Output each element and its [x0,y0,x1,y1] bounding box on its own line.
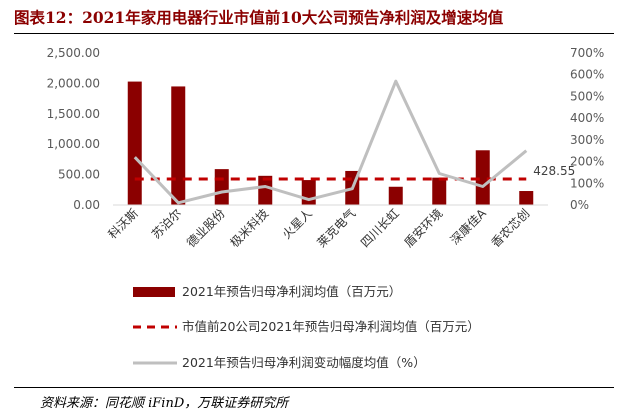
legend-label-growth: 2021年预告归母净利润变动幅度均值（%） [182,355,426,370]
legend-label-bar: 2021年预告归母净利润均值（百万元） [182,284,401,299]
x-category-label: 盾安环境 [401,206,446,251]
bar [214,169,229,205]
x-category-label: 莱克电气 [314,206,359,251]
legend-label-dashed: 市值前20公司2021年预告归母净利润均值（百万元） [182,319,480,334]
title-rule [14,33,614,34]
x-category-label: 火星人 [280,206,315,241]
source-note: 资料来源：同花顺 iFinD，万联证券研究所 [40,396,289,411]
x-category-label: 香农芯创 [489,206,533,250]
bar [127,81,142,205]
y-right-tick-label: 200% [570,155,604,169]
growth-line [133,79,528,205]
bar [475,150,490,205]
figure-title: 图表12：2021年家用电器行业市值前10大公司预告净利润及增速均值 [14,8,504,27]
y-right-tick-label: 400% [570,111,604,125]
y-right-tick-label: 0% [570,198,589,212]
bar [519,191,534,205]
bar [388,186,403,205]
x-category-label: 德业股份 [183,206,228,251]
legend-swatch-bar [133,287,175,297]
source-rule [14,387,614,388]
y-right-tick-label: 500% [570,89,604,103]
x-category-label: 深康佳A [447,205,489,247]
y-left-tick-label: 1,500.00 [47,107,100,121]
x-category-label: 四川长虹 [358,206,402,250]
average-data-label: 428.55 [533,164,575,178]
bar [432,177,447,205]
y-left-tick-label: 2,500.00 [47,46,100,60]
y-left-tick-label: 2,000.00 [47,76,100,90]
x-category-label: 极米科技 [228,206,272,250]
y-right-tick-label: 700% [570,46,604,60]
y-right-tick-label: 300% [570,133,604,147]
x-category-label: 科沃斯 [106,206,141,241]
bar [171,86,186,205]
y-right-tick-label: 600% [570,68,604,82]
y-right-tick-label: 100% [570,176,604,190]
x-category-label: 苏泊尔 [148,206,184,242]
y-left-tick-label: 500.00 [58,168,100,182]
y-left-tick-label: 1,000.00 [47,137,100,151]
bar [301,180,316,205]
y-left-tick-label: 0.00 [73,198,100,212]
bar [258,175,273,205]
